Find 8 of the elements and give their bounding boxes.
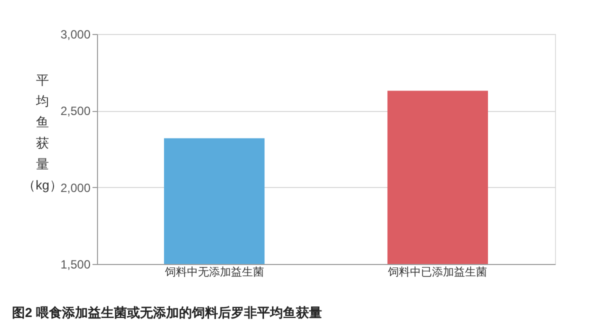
x-tick-label: 饲料中已添加益生菌 [387, 266, 488, 278]
y-tick-label: 1,500 [60, 258, 91, 272]
y-tick-label: 3,000 [60, 28, 91, 42]
x-tick-label: 饲料中无添加益生菌 [164, 266, 264, 278]
text: 图2 喂食添加益生菌或无添加的饲料后罗非平均鱼获量 [12, 305, 322, 320]
y-axis-title: 平均鱼获量（kg） [22, 72, 62, 192]
y-tick-label: 2,500 [60, 104, 91, 118]
y-tick-label: 2,000 [60, 180, 91, 195]
